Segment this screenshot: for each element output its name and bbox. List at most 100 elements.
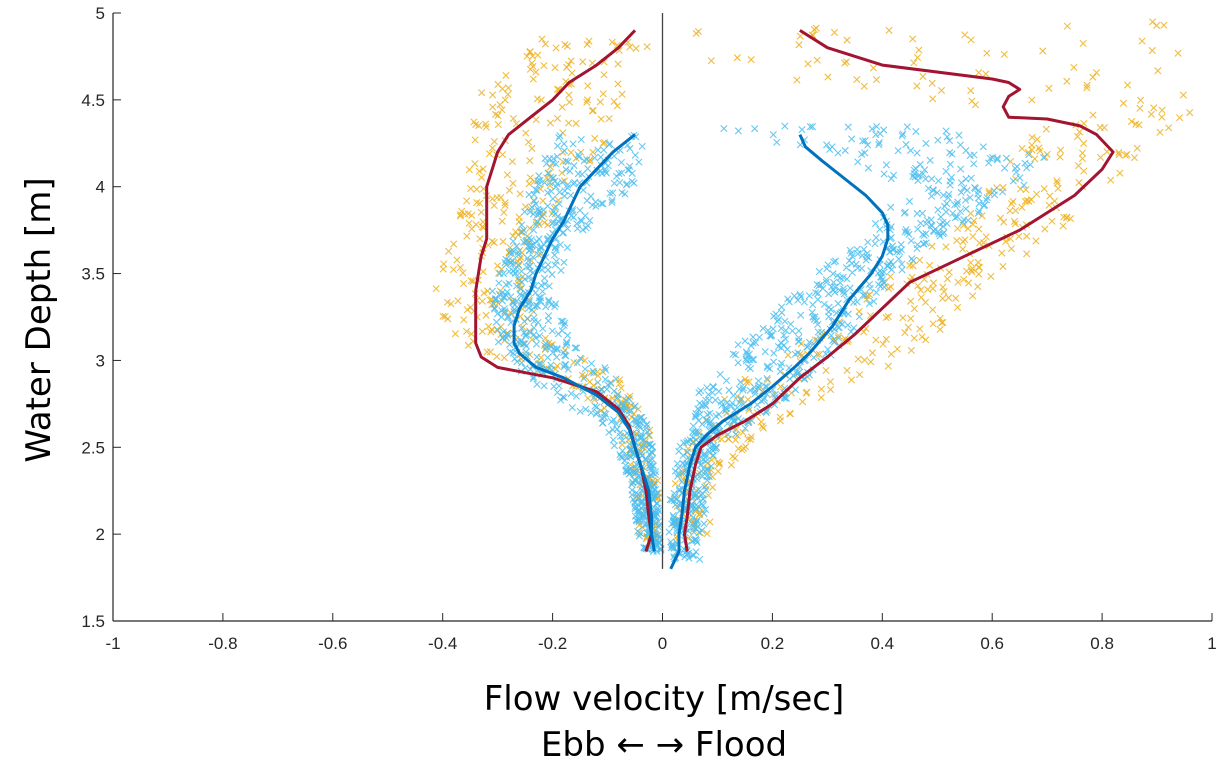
- scatter-marker: [943, 199, 951, 208]
- scatter-marker: [635, 510, 643, 518]
- scatter-marker: [945, 190, 953, 198]
- scatter-marker: [787, 320, 795, 328]
- scatter-marker: [943, 219, 951, 228]
- scatter-marker: [704, 390, 712, 399]
- scatter-marker: [670, 489, 678, 498]
- scatter-marker: [464, 341, 472, 349]
- scatter-marker: [441, 312, 449, 321]
- scatter-marker: [1023, 164, 1031, 172]
- scatter-marker: [729, 391, 738, 400]
- scatter-marker: [956, 207, 964, 216]
- scatter-marker: [504, 314, 512, 322]
- scatter-marker: [560, 393, 568, 402]
- scatter-marker: [499, 334, 507, 342]
- scatter-marker: [476, 199, 484, 207]
- scatter-marker: [556, 241, 564, 249]
- scatter-marker: [692, 548, 700, 556]
- scatter-marker: [516, 255, 524, 263]
- scatter-marker: [553, 362, 561, 370]
- scatter-marker: [614, 80, 622, 88]
- scatter-marker: [795, 337, 803, 345]
- scatter-marker: [692, 535, 700, 543]
- scatter-marker: [647, 448, 655, 456]
- scatter-marker: [798, 398, 807, 406]
- scatter-marker: [999, 262, 1007, 271]
- scatter-marker: [537, 96, 545, 104]
- scatter-marker: [490, 201, 498, 210]
- scatter-marker: [937, 86, 946, 95]
- scatter-marker: [456, 212, 464, 220]
- scatter-marker: [964, 224, 972, 233]
- scatter-marker: [625, 440, 634, 448]
- scatter-marker: [529, 226, 538, 234]
- scatter-marker: [502, 281, 510, 289]
- scatter-marker: [567, 389, 575, 398]
- scatter-marker: [570, 213, 578, 221]
- scatter-marker: [592, 202, 600, 210]
- scatter-marker: [747, 56, 755, 64]
- scatter-marker: [532, 334, 540, 342]
- scatter-marker: [635, 478, 643, 486]
- scatter-marker: [940, 287, 948, 296]
- scatter-marker: [854, 158, 862, 166]
- scatter-marker: [1083, 81, 1091, 89]
- scatter-marker: [552, 183, 560, 191]
- scatter-marker: [538, 287, 547, 296]
- scatter-marker: [572, 119, 580, 128]
- scatter-marker: [826, 378, 835, 386]
- scatter-marker: [902, 140, 910, 149]
- scatter-marker: [962, 267, 971, 275]
- scatter-marker: [609, 436, 617, 444]
- scatter-marker: [525, 304, 533, 312]
- scatter-marker: [834, 149, 842, 157]
- scatter-marker: [743, 352, 751, 360]
- scatter-marker: [526, 48, 534, 56]
- scatter-marker: [678, 459, 687, 468]
- scatter-marker: [447, 300, 455, 308]
- scatter-marker: [959, 245, 967, 253]
- scatter-marker: [618, 90, 626, 98]
- scatter-marker: [695, 528, 703, 537]
- scatter-marker: [522, 330, 530, 338]
- scatter-marker: [607, 417, 616, 426]
- scatter-marker: [522, 348, 530, 356]
- scatter-marker: [533, 186, 541, 194]
- scatter-marker: [487, 328, 495, 336]
- scatter-marker: [637, 432, 645, 440]
- scatter-marker: [516, 190, 524, 198]
- scatter-marker: [465, 219, 473, 227]
- scatter-marker: [529, 375, 537, 383]
- scatter-marker: [867, 358, 875, 366]
- scatter-marker: [481, 120, 490, 128]
- scatter-marker: [909, 257, 917, 265]
- scatter-marker: [592, 410, 600, 418]
- scatter-marker: [739, 428, 747, 437]
- scatter-marker: [580, 374, 588, 383]
- scatter-marker: [613, 102, 621, 110]
- scatter-marker: [716, 459, 724, 467]
- scatter-marker: [576, 354, 584, 362]
- scatter-marker: [632, 44, 640, 52]
- scatter-marker: [509, 237, 517, 245]
- scatter-marker: [1063, 213, 1071, 222]
- scatter-marker: [548, 327, 556, 335]
- scatter-marker: [884, 362, 892, 370]
- scatter-marker: [587, 359, 596, 368]
- scatter-marker: [694, 405, 702, 413]
- scatter-marker: [1186, 109, 1194, 117]
- y-tick-label: 4: [96, 178, 105, 197]
- scatter-marker: [493, 262, 502, 270]
- scatter-marker: [443, 298, 452, 306]
- scatter-marker: [794, 296, 802, 304]
- scatter-marker: [907, 346, 915, 355]
- scatter-marker: [1123, 81, 1132, 89]
- scatter-marker: [594, 146, 602, 154]
- scatter-marker: [731, 436, 740, 444]
- scatter-marker: [525, 298, 533, 307]
- scatter-marker: [528, 203, 536, 211]
- scatter-marker: [618, 169, 626, 177]
- scatter-marker: [887, 203, 895, 211]
- scatter-marker: [591, 396, 599, 404]
- scatter-marker: [651, 468, 660, 476]
- scatter-marker: [523, 52, 531, 60]
